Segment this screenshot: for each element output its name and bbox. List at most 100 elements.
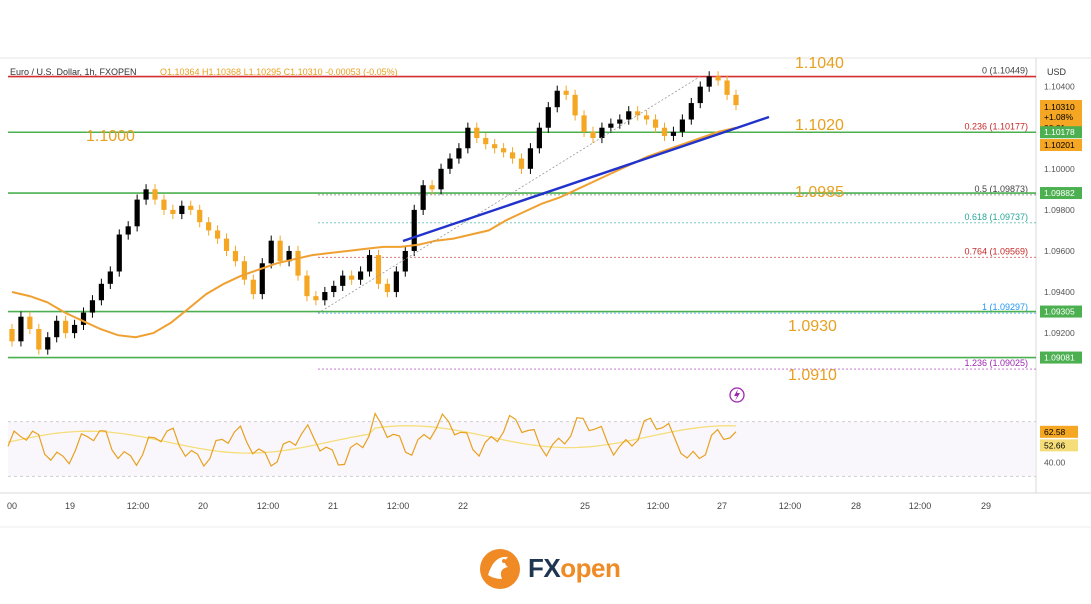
time-tick-label: 12:00	[387, 501, 410, 511]
symbol-label: Euro / U.S. Dollar, 1h, FXOPEN	[10, 67, 137, 77]
time-tick-label: 22	[458, 501, 468, 511]
level-label: 1.0910	[788, 367, 837, 384]
fxopen-logo: FXopen	[478, 545, 638, 593]
candle-body	[706, 76, 712, 87]
fib-label: 1.236 (1.09025)	[964, 358, 1028, 368]
time-tick-label: 29	[981, 501, 991, 511]
candle-body	[447, 158, 453, 169]
price-tick-label: 1.10400	[1044, 82, 1075, 92]
candle-body	[322, 292, 328, 301]
lightning-icon	[729, 387, 745, 403]
candle-body	[179, 205, 185, 214]
time-tick-label: 25	[580, 501, 590, 511]
candle-body	[456, 148, 462, 159]
candle-body	[27, 316, 33, 330]
candle-body	[143, 189, 149, 200]
candle-body	[554, 90, 560, 108]
candle-body	[241, 261, 247, 280]
rsi-band-fill	[8, 421, 1036, 477]
candle-body	[295, 250, 301, 276]
fib-label: 0.5 (1.09873)	[974, 184, 1028, 194]
candle-body	[572, 94, 578, 116]
candle-body	[366, 255, 373, 272]
time-tick-label: 21	[328, 501, 338, 511]
candle-body	[724, 80, 730, 95]
candle-body	[501, 148, 507, 153]
candle-body	[438, 168, 444, 190]
candle-body	[80, 312, 87, 325]
candle-body	[652, 119, 659, 128]
candle-body	[617, 119, 623, 124]
candle-body	[527, 148, 534, 169]
candle-body	[45, 337, 51, 350]
candle-body	[89, 300, 96, 313]
candle-body	[492, 144, 498, 149]
candle-body	[107, 271, 113, 284]
fib-label: 0.764 (1.09569)	[964, 246, 1028, 256]
rsi-signal-tag	[1040, 439, 1078, 452]
price-change-label: +1.08%	[1044, 112, 1074, 122]
rsi-signal-line	[7, 425, 737, 454]
moving-average-line	[11, 126, 737, 339]
candle-body	[599, 127, 605, 138]
candle-body	[268, 240, 274, 264]
currency-label: USD	[1047, 67, 1067, 77]
candle-body	[411, 209, 417, 251]
candle-body	[697, 86, 703, 104]
candle-body	[688, 103, 694, 120]
level-price-tag	[1040, 126, 1082, 139]
time-tick-label: 19	[65, 501, 75, 511]
candle-body	[71, 324, 78, 334]
candle-body	[608, 123, 614, 128]
candle-body	[197, 209, 203, 223]
candle-body	[420, 185, 426, 210]
candle-body	[384, 283, 391, 293]
candle-body	[465, 127, 471, 149]
candle-body	[644, 115, 650, 120]
candle-body	[518, 158, 525, 169]
time-tick-label: 12:00	[257, 501, 280, 511]
candle-body	[206, 222, 212, 231]
candle-body	[170, 209, 176, 214]
level-price-tag	[1040, 187, 1082, 200]
candle-body	[536, 127, 542, 149]
candle-body	[286, 250, 292, 262]
lightning-icon-bolt	[734, 389, 740, 401]
current-price-label: 1.10310	[1044, 102, 1075, 112]
candle-body	[277, 240, 283, 262]
candle-body	[509, 152, 516, 159]
level-label: 1.1020	[795, 117, 844, 134]
price-tick-label: 1.09400	[1044, 287, 1075, 297]
rsi-value-tag	[1040, 425, 1078, 438]
candle-body	[429, 185, 435, 190]
candle-body	[375, 255, 382, 284]
level-price-tag-label: 1.10178	[1044, 127, 1075, 137]
candle-body	[98, 283, 104, 301]
time-tick-label: 00	[7, 501, 17, 511]
rsi-value-label: 62.58	[1044, 427, 1066, 437]
level-price-tag-label: 1.09081	[1044, 353, 1075, 363]
candle-body	[250, 279, 256, 295]
candle-body	[223, 238, 230, 251]
candle-body	[483, 137, 489, 145]
candle-body	[733, 94, 739, 106]
candle-body	[626, 111, 632, 120]
price-tick-label: 1.09600	[1044, 246, 1075, 256]
candle-body	[214, 230, 221, 239]
candle-body	[340, 275, 346, 286]
level-price-tag	[1040, 351, 1082, 364]
candle-body	[635, 111, 641, 116]
candle-body	[125, 226, 131, 235]
price-tick-label: 1.09800	[1044, 205, 1075, 215]
candle-body	[161, 199, 167, 210]
candle-body	[474, 127, 480, 138]
level-label: 1.0930	[788, 318, 837, 335]
candle-body	[18, 316, 24, 342]
candle-body	[715, 76, 721, 81]
candle-body	[393, 271, 399, 293]
resistance-label: 1.1040	[795, 55, 844, 72]
price-tick-label: 1.10000	[1044, 164, 1075, 174]
candle-body	[349, 275, 355, 280]
candle-body	[232, 250, 239, 262]
